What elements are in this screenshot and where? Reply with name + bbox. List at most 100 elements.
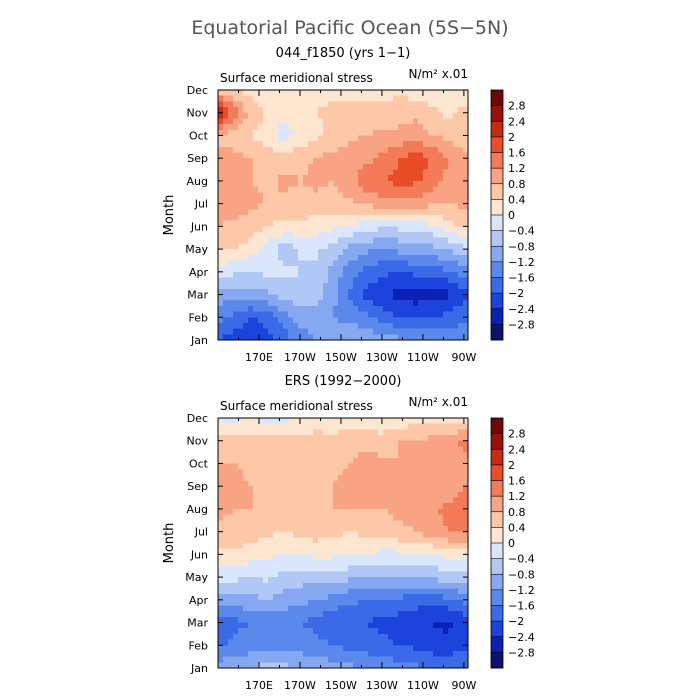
field-cell (368, 300, 374, 307)
field-cell (398, 180, 404, 188)
field-cell (288, 186, 294, 193)
field-cell (233, 474, 239, 482)
field-cell (353, 209, 359, 216)
field-cell (403, 334, 409, 341)
field-cell (263, 429, 269, 436)
field-cell (358, 650, 364, 658)
field-cell (328, 491, 334, 499)
x-tick-label: 90W (451, 679, 476, 692)
field-cell (308, 418, 314, 425)
field-cell (423, 429, 429, 436)
field-cell (343, 662, 349, 669)
field-cell (228, 180, 234, 188)
field-cell (393, 322, 399, 330)
field-cell (228, 169, 234, 176)
field-cell (343, 622, 349, 629)
field-cell (358, 101, 364, 108)
field-cell (398, 90, 404, 97)
field-cell (293, 334, 299, 341)
field-cell (253, 650, 259, 658)
field-cell (418, 203, 424, 210)
field-cell (393, 508, 399, 516)
field-cell (313, 435, 319, 442)
field-cell (233, 334, 239, 341)
field-cell (438, 423, 444, 430)
field-cell (233, 328, 239, 335)
field-cell (243, 480, 249, 487)
field-cell (293, 582, 299, 590)
field-cell (308, 232, 314, 239)
field-cell (373, 317, 379, 324)
field-cell (313, 226, 319, 233)
field-cell (318, 169, 324, 176)
field-cell (383, 418, 389, 425)
field-cell (438, 107, 444, 114)
field-cell (223, 237, 229, 245)
field-cell (278, 491, 284, 499)
field-cell (398, 152, 404, 159)
field-cell (253, 135, 259, 142)
colorbar-box (491, 511, 503, 528)
field-cell (248, 203, 254, 210)
field-cell (253, 639, 259, 646)
field-cell (233, 656, 239, 663)
field-cell (448, 582, 454, 590)
field-cell (248, 656, 254, 663)
field-cell (443, 537, 449, 544)
field-cell (403, 101, 409, 108)
field-cell (298, 169, 304, 176)
field-cell (228, 129, 234, 137)
field-cell (393, 334, 399, 341)
field-cell (458, 429, 464, 436)
field-cell (233, 175, 239, 182)
field-cell (443, 129, 449, 137)
field-cell (378, 146, 384, 154)
field-cell (218, 543, 224, 550)
field-cell (318, 548, 324, 555)
field-cell (413, 622, 419, 629)
field-cell (218, 254, 224, 262)
field-cell (398, 158, 404, 165)
field-cell (353, 486, 359, 493)
field-cell (428, 565, 434, 573)
field-cell (448, 508, 454, 516)
field-cell (228, 457, 234, 465)
field-cell (268, 486, 274, 493)
field-cell (228, 616, 234, 624)
field-cell (443, 639, 449, 646)
field-cell (378, 650, 384, 658)
field-cell (293, 95, 299, 102)
field-cell (268, 163, 274, 171)
field-cell (278, 294, 284, 301)
field-cell (418, 192, 424, 199)
field-cell (293, 254, 299, 262)
field-cell (238, 226, 244, 233)
field-cell (408, 311, 414, 318)
field-cell (363, 469, 369, 476)
field-cell (428, 560, 434, 567)
field-cell (403, 260, 409, 267)
field-cell (378, 452, 384, 459)
field-cell (433, 300, 439, 307)
field-cell (233, 543, 239, 550)
field-cell (383, 650, 389, 658)
field-cell (423, 146, 429, 154)
field-cell (433, 503, 439, 510)
field-cell (278, 594, 284, 601)
field-cell (333, 152, 339, 159)
field-cell (388, 474, 394, 482)
field-cell (398, 283, 404, 290)
field-cell (273, 543, 279, 550)
field-cell (268, 503, 274, 510)
field-cell (368, 418, 374, 425)
field-cell (308, 328, 314, 335)
field-cell (278, 322, 284, 330)
field-cell (293, 423, 299, 430)
field-cell (373, 582, 379, 590)
field-cell (373, 565, 379, 573)
colorbar-label: 2.8 (508, 100, 526, 113)
field-cell (438, 271, 444, 279)
field-cell (413, 146, 419, 154)
field-cell (248, 508, 254, 516)
field-cell (223, 107, 229, 114)
